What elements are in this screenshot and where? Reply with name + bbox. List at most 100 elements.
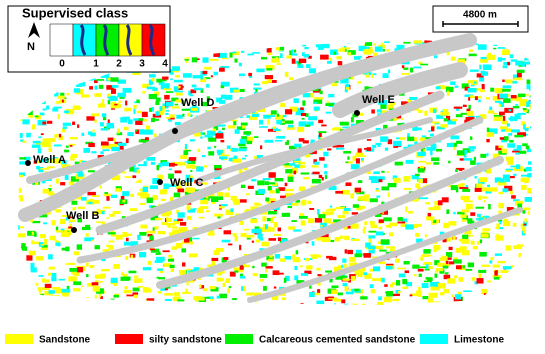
legend-label: Calcareous cemented sandstone [259, 335, 416, 346]
facies-patch [240, 139, 246, 144]
facies-patch [334, 299, 341, 302]
facies-patch [353, 156, 357, 161]
facies-patch [43, 222, 47, 224]
facies-patch [405, 224, 414, 229]
facies-patch [404, 261, 410, 264]
facies-patch [220, 140, 224, 142]
facies-patch [498, 58, 505, 60]
facies-patch [274, 286, 276, 288]
facies-patch [127, 132, 133, 136]
facies-patch [418, 292, 422, 297]
facies-patch [118, 143, 126, 146]
facies-patch [477, 241, 479, 245]
facies-patch [111, 147, 119, 151]
facies-patch [227, 145, 231, 148]
facies-patch [176, 243, 182, 248]
facies-patch [418, 110, 422, 113]
facies-patch [211, 75, 213, 77]
facies-patch [219, 206, 225, 208]
facies-patch [517, 70, 525, 73]
facies-patch [410, 294, 413, 296]
facies-patch [363, 227, 366, 230]
facies-patch [299, 216, 308, 219]
facies-patch [376, 195, 380, 197]
facies-patch [410, 68, 413, 73]
facies-patch [103, 149, 110, 151]
facies-patch [99, 85, 104, 89]
facies-patch [185, 150, 191, 152]
facies-patch [511, 95, 517, 98]
facies-patch [503, 85, 512, 88]
facies-patch [315, 218, 322, 223]
facies-patch [86, 274, 89, 277]
facies-patch [162, 77, 168, 80]
facies-patch [140, 203, 146, 205]
facies-patch [402, 279, 407, 284]
facies-patch [217, 216, 220, 218]
facies-patch [185, 59, 190, 61]
facies-patch [231, 148, 237, 152]
facies-patch [482, 196, 487, 198]
facies-patch [449, 261, 454, 264]
facies-patch [414, 224, 422, 227]
facies-patch [312, 179, 321, 184]
facies-patch [100, 274, 105, 279]
facies-patch [354, 289, 360, 291]
facies-patch [108, 232, 116, 234]
facies-patch [38, 136, 41, 138]
facies-patch [297, 64, 303, 67]
facies-patch [109, 245, 114, 250]
facies-patch [163, 250, 170, 252]
facies-patch [365, 75, 369, 77]
facies-patch [418, 152, 426, 156]
facies-patch [251, 179, 256, 181]
facies-patch [96, 79, 104, 81]
facies-patch [511, 129, 520, 132]
facies-patch [363, 253, 370, 258]
facies-patch [155, 218, 163, 220]
facies-patch [442, 197, 449, 202]
facies-patch [427, 278, 433, 281]
facies-patch [254, 83, 260, 85]
facies-patch [38, 148, 41, 153]
facies-patch [133, 288, 140, 292]
facies-patch [457, 150, 465, 155]
facies-patch [457, 141, 462, 143]
facies-patch [377, 302, 384, 305]
facies-patch [372, 145, 376, 148]
facies-patch [506, 157, 513, 161]
facies-patch [206, 210, 209, 212]
facies-patch [118, 101, 120, 103]
facies-patch [259, 120, 263, 125]
facies-patch [181, 248, 186, 252]
facies-patch [319, 133, 322, 137]
facies-patch [318, 214, 325, 218]
facies-patch [371, 225, 378, 229]
facies-patch [473, 246, 478, 249]
facies-patch [355, 153, 363, 157]
facies-patch [328, 94, 334, 97]
facies-patch [482, 84, 485, 89]
facies-patch [143, 187, 148, 192]
facies-patch [240, 265, 244, 269]
facies-patch [121, 196, 125, 200]
facies-patch [369, 238, 372, 242]
legend-label: silty sandstone [149, 335, 222, 346]
facies-patch [499, 104, 502, 106]
facies-patch [479, 273, 482, 278]
facies-patch [130, 208, 138, 211]
facies-patch [133, 109, 135, 114]
facies-patch [273, 126, 276, 129]
facies-patch [342, 276, 347, 278]
facies-patch [373, 171, 380, 174]
facies-patch [164, 95, 169, 100]
facies-patch [481, 234, 488, 238]
facies-patch [102, 113, 106, 117]
facies-patch [23, 141, 27, 143]
facies-patch [344, 208, 351, 211]
facies-patch [285, 142, 288, 145]
facies-patch [151, 162, 155, 165]
facies-patch [261, 263, 266, 267]
facies-patch [388, 192, 390, 197]
facies-patch [395, 162, 403, 166]
